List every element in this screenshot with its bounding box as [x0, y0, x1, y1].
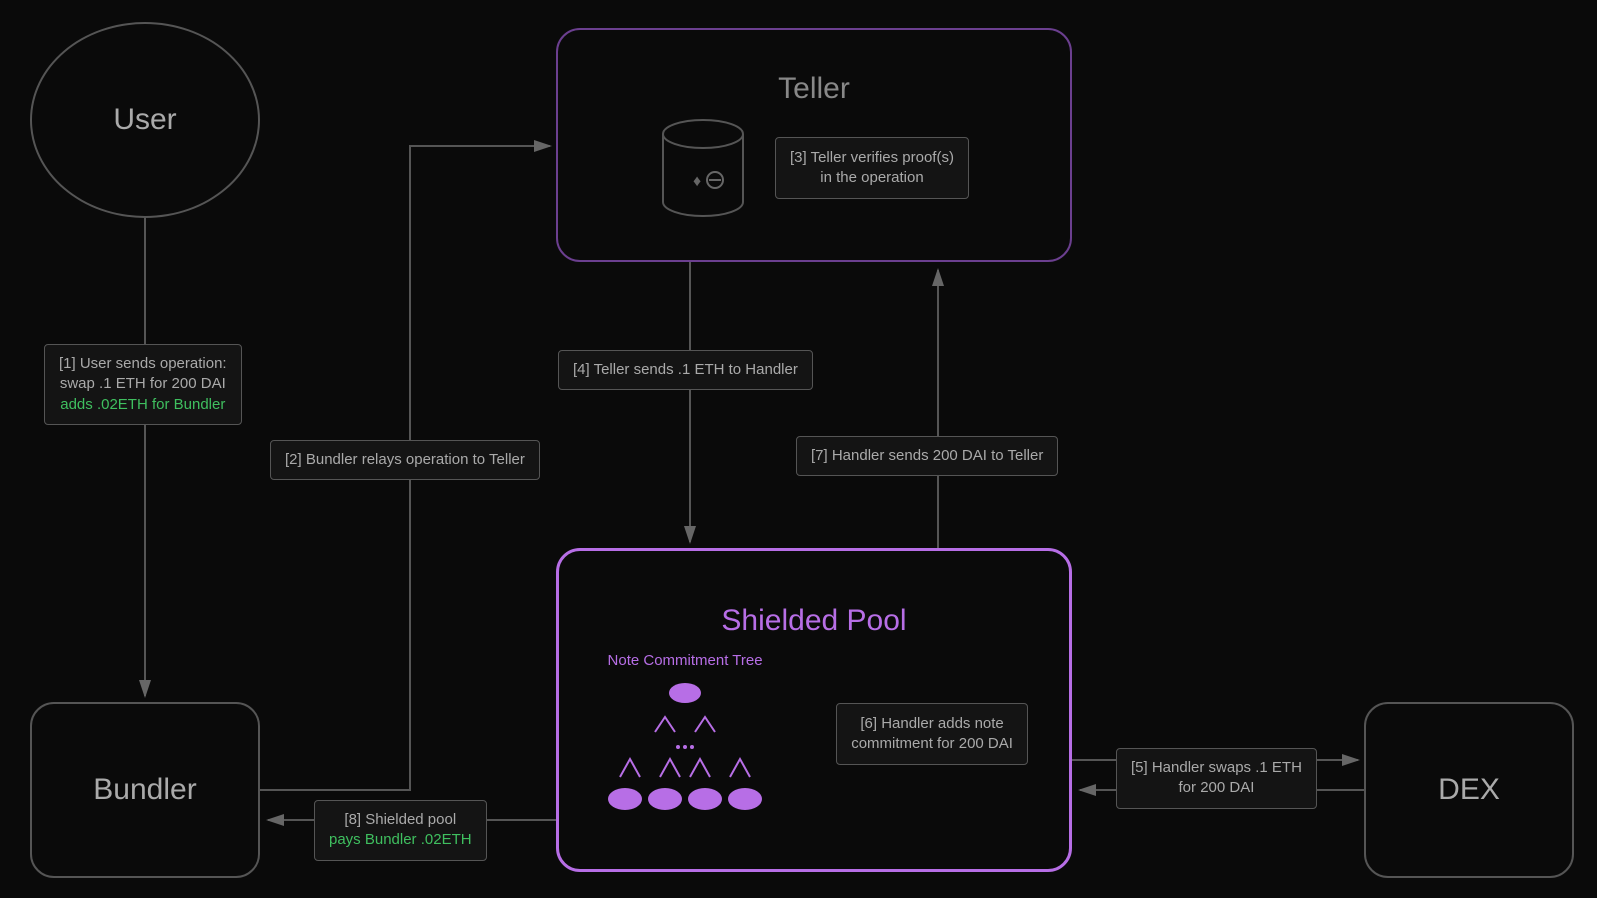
step4-text: [4] Teller sends .1 ETH to Handler	[573, 361, 798, 378]
step5-box: [5] Handler swaps .1 ETH for 200 DAI	[1116, 748, 1317, 809]
teller-step3-text: [3] Teller verifies proof(s) in the oper…	[790, 149, 954, 186]
step8-line2: pays Bundler .02ETH	[329, 830, 472, 850]
step8-line1: [8] Shielded pool	[329, 810, 472, 830]
database-icon: ♦	[659, 118, 747, 218]
step7-box: [7] Handler sends 200 DAI to Teller	[796, 436, 1058, 476]
teller-node: Teller ♦ [3] Teller verifies proof(s) in…	[556, 28, 1072, 262]
teller-title: Teller	[778, 72, 850, 106]
step8-box: [8] Shielded pool pays Bundler .02ETH	[314, 800, 487, 861]
step7-text: [7] Handler sends 200 DAI to Teller	[811, 447, 1043, 464]
step5-line2: for 200 DAI	[1131, 778, 1302, 798]
bundler-node: Bundler	[30, 702, 260, 878]
bundler-label: Bundler	[93, 773, 196, 807]
tree-icon	[600, 677, 770, 817]
shielded-title: Shielded Pool	[721, 604, 906, 638]
step1-line2: swap .1 ETH for 200 DAI	[59, 374, 227, 394]
step4-box: [4] Teller sends .1 ETH to Handler	[558, 350, 813, 390]
user-label: User	[113, 103, 176, 137]
teller-step3-box: [3] Teller verifies proof(s) in the oper…	[775, 137, 969, 200]
step1-box: [1] User sends operation: swap .1 ETH fo…	[44, 344, 242, 425]
step2-box: [2] Bundler relays operation to Teller	[270, 440, 540, 480]
step5-line1: [5] Handler swaps .1 ETH	[1131, 758, 1302, 778]
step1-line3: adds .02ETH for Bundler	[59, 395, 227, 415]
user-node: User	[30, 22, 260, 218]
shielded-step6-box: [6] Handler adds note commitment for 200…	[836, 703, 1028, 766]
tree-label: Note Commitment Tree	[608, 652, 763, 669]
step1-line1: [1] User sends operation:	[59, 354, 227, 374]
commitment-tree: Note Commitment Tree	[600, 652, 770, 817]
dex-node: DEX	[1364, 702, 1574, 878]
dex-label: DEX	[1438, 773, 1500, 807]
svg-text:♦: ♦	[693, 173, 701, 190]
shielded-step6-text: [6] Handler adds note commitment for 200…	[851, 715, 1013, 752]
step2-text: [2] Bundler relays operation to Teller	[285, 451, 525, 468]
shielded-pool-node: Shielded Pool Note Commitment Tree	[556, 548, 1072, 872]
